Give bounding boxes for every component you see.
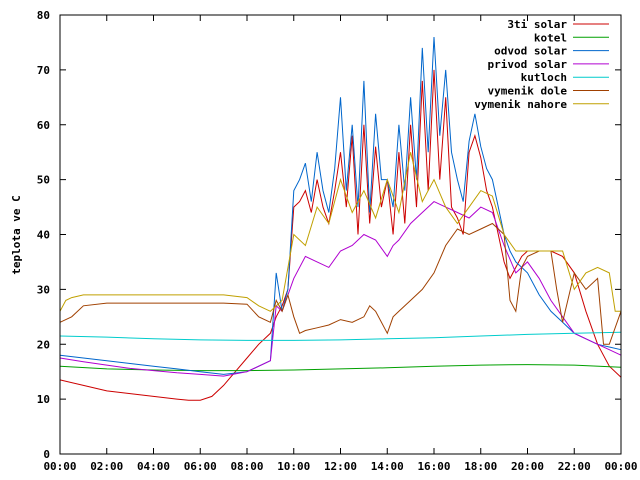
x-tick-label: 16:00 — [417, 460, 450, 473]
x-tick-label: 12:00 — [324, 460, 357, 473]
y-tick-label: 50 — [37, 174, 50, 187]
legend-label: 3ti solar — [507, 18, 567, 31]
legend-label: odvod solar — [494, 45, 567, 58]
series-line-vymenik-dole — [60, 224, 621, 345]
y-tick-label: 10 — [37, 393, 50, 406]
legend-label: kotel — [534, 31, 567, 44]
series-line-privod-solar — [60, 202, 621, 377]
legend-label: vymenik dole — [488, 85, 568, 98]
x-tick-label: 10:00 — [277, 460, 310, 473]
x-tick-label: 08:00 — [230, 460, 263, 473]
y-tick-label: 30 — [37, 283, 50, 296]
x-tick-label: 22:00 — [558, 460, 591, 473]
y-tick-label: 0 — [43, 448, 50, 461]
x-tick-label: 00:00 — [43, 460, 76, 473]
x-tick-label: 04:00 — [137, 460, 170, 473]
y-axis-label: teplota ve C — [10, 195, 23, 274]
legend-label: vymenik nahore — [474, 98, 567, 111]
x-tick-label: 18:00 — [464, 460, 497, 473]
x-tick-label: 20:00 — [511, 460, 544, 473]
y-tick-label: 70 — [37, 64, 50, 77]
series-line-3ti-solar — [60, 70, 621, 400]
series-line-kutloch — [60, 332, 621, 340]
x-tick-label: 02:00 — [90, 460, 123, 473]
y-tick-label: 60 — [37, 119, 50, 132]
y-tick-label: 20 — [37, 338, 50, 351]
x-tick-label: 14:00 — [371, 460, 404, 473]
x-tick-label: 00:00 — [604, 460, 637, 473]
legend-label: kutloch — [521, 71, 567, 84]
x-tick-label: 06:00 — [184, 460, 217, 473]
legend-label: privod solar — [488, 58, 568, 71]
y-tick-label: 80 — [37, 9, 50, 22]
series-line-vymenik-nahore — [60, 152, 621, 311]
y-tick-label: 40 — [37, 229, 50, 242]
